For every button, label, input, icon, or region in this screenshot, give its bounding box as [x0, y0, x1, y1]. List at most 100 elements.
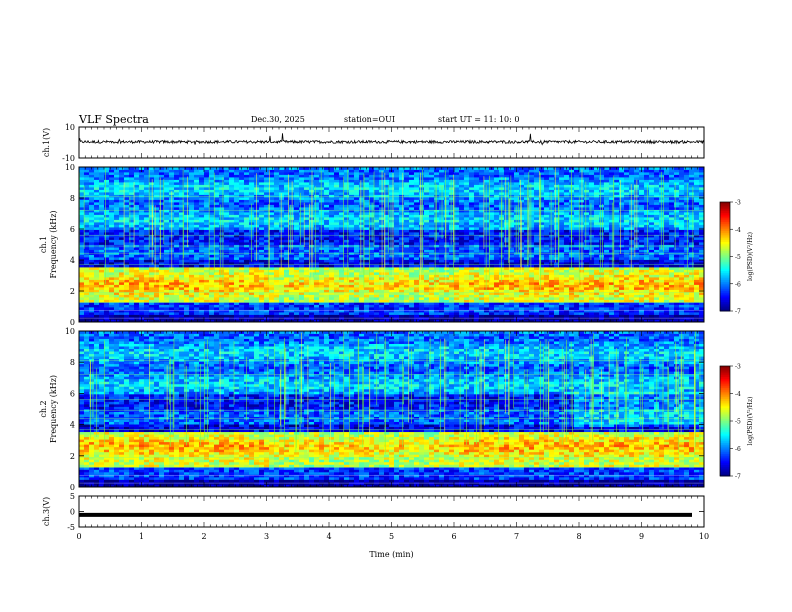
spectrogram-cell [404, 292, 410, 295]
spectrogram-cell [289, 189, 295, 193]
spectrogram-cell [434, 274, 440, 278]
spectrogram-cell [149, 249, 155, 253]
spectrogram-cell [174, 232, 180, 235]
spectrogram-cell [324, 289, 330, 293]
spectrogram-cell [444, 257, 450, 260]
spectrogram-cell [434, 172, 440, 175]
spectrogram-cell [149, 242, 155, 245]
spectrogram-cell [169, 284, 175, 288]
spectrogram-cell [269, 317, 275, 320]
spectrogram-cell [354, 174, 360, 178]
spectrogram-cell [444, 264, 450, 268]
spectrogram-cell [459, 309, 465, 313]
spectrogram-cell [119, 224, 125, 228]
spectrogram-cell [404, 252, 410, 255]
spectrogram-cell [344, 312, 350, 315]
start-ut-label: start UT = 11: 10: 0 [438, 115, 519, 124]
spectrogram-cell [379, 217, 385, 220]
spectrogram-cell [99, 319, 105, 323]
spectrogram-cell [159, 304, 165, 308]
spectrogram-cell [359, 242, 365, 245]
spectrogram-cell [334, 214, 340, 218]
spectrogram-cell [209, 189, 215, 193]
spectrogram-cell [299, 299, 305, 303]
spectrogram-cell [419, 189, 425, 193]
spectrogram-cell [304, 179, 310, 183]
spectrogram-cell [369, 192, 375, 195]
spectrogram-cell [229, 192, 235, 195]
spectrogram-cell [194, 277, 200, 280]
spectrogram-cell [324, 302, 330, 305]
spectrogram-cell [164, 269, 170, 273]
spectrogram-cell [159, 239, 165, 243]
spectrogram-cell [414, 292, 420, 295]
spectrogram-cell [459, 232, 465, 235]
spectrogram-cell [319, 264, 325, 268]
spectrogram-cell [384, 257, 390, 260]
spectrogram-cell [279, 217, 285, 220]
spectrogram-cell [279, 179, 285, 183]
spectrogram-cell [279, 307, 285, 310]
spectrogram-cell [109, 239, 115, 243]
spectrogram-cell [304, 242, 310, 245]
spectrogram-cell [259, 274, 265, 278]
spectrogram-cell [319, 224, 325, 228]
spectrogram-cell [299, 169, 305, 173]
spectrogram-cell [129, 167, 135, 170]
spectrogram-cell [279, 269, 285, 273]
spectrogram-cell [124, 234, 130, 238]
spectrogram-cell [289, 229, 295, 233]
spectrogram-cell [114, 284, 120, 288]
spectrogram-cell [299, 284, 305, 288]
spectrogram-cell [364, 182, 370, 185]
spectrogram-cell [79, 302, 85, 305]
spectrogram-cell [384, 187, 390, 190]
spectrogram-cell [239, 169, 245, 173]
spectrogram-cell [294, 277, 300, 280]
spectrogram-cell [399, 182, 405, 185]
spectrogram-cell [114, 212, 120, 215]
spectrogram-cell [224, 277, 230, 280]
spectrogram-cell [359, 307, 365, 310]
spectrogram-cell [149, 317, 155, 320]
spectrogram-cell [249, 267, 255, 270]
spectrogram-cell [159, 199, 165, 203]
spectrogram-cell [359, 197, 365, 200]
spectrogram-cell [124, 257, 130, 260]
spectrogram-cell [379, 312, 385, 315]
spectrogram-cell [114, 187, 120, 190]
spectrogram-cell [399, 169, 405, 173]
spectrogram-cell [239, 172, 245, 175]
spectrogram-cell [264, 197, 270, 200]
spectrogram-cell [174, 269, 180, 273]
spectrogram-cell [234, 274, 240, 278]
spectrogram-cell [169, 302, 175, 305]
spectrogram-cell [139, 254, 145, 258]
spectrogram-cell [434, 177, 440, 180]
spectrogram-cell [189, 282, 195, 285]
spectrogram-cell [249, 172, 255, 175]
spectrogram-cell [149, 224, 155, 228]
spectrogram-cell [144, 307, 150, 310]
spectrogram-cell [239, 284, 245, 288]
spectrogram-cell [409, 319, 415, 323]
spectrogram-cell [239, 174, 245, 178]
spectrogram-cell [444, 287, 450, 290]
spectrogram-cell [284, 189, 290, 193]
spectrogram-cell [324, 292, 330, 295]
spectrogram-cell [119, 312, 125, 315]
spectrogram-cell [459, 192, 465, 195]
spectrogram-cell [274, 207, 280, 210]
spectrogram-cell [204, 297, 210, 300]
spectrogram-cell [239, 277, 245, 280]
spectrogram-cell [224, 189, 230, 193]
spectrogram-cell [94, 269, 100, 273]
spectrogram-cell [289, 249, 295, 253]
spectrogram-cell [384, 167, 390, 170]
spectrogram-cell [354, 209, 360, 213]
spectrogram-cell [424, 189, 430, 193]
spectrogram-cell [374, 279, 380, 283]
spectrogram-cell [329, 242, 335, 245]
spectrogram-cell [459, 317, 465, 320]
spectrogram-cell [319, 179, 325, 183]
